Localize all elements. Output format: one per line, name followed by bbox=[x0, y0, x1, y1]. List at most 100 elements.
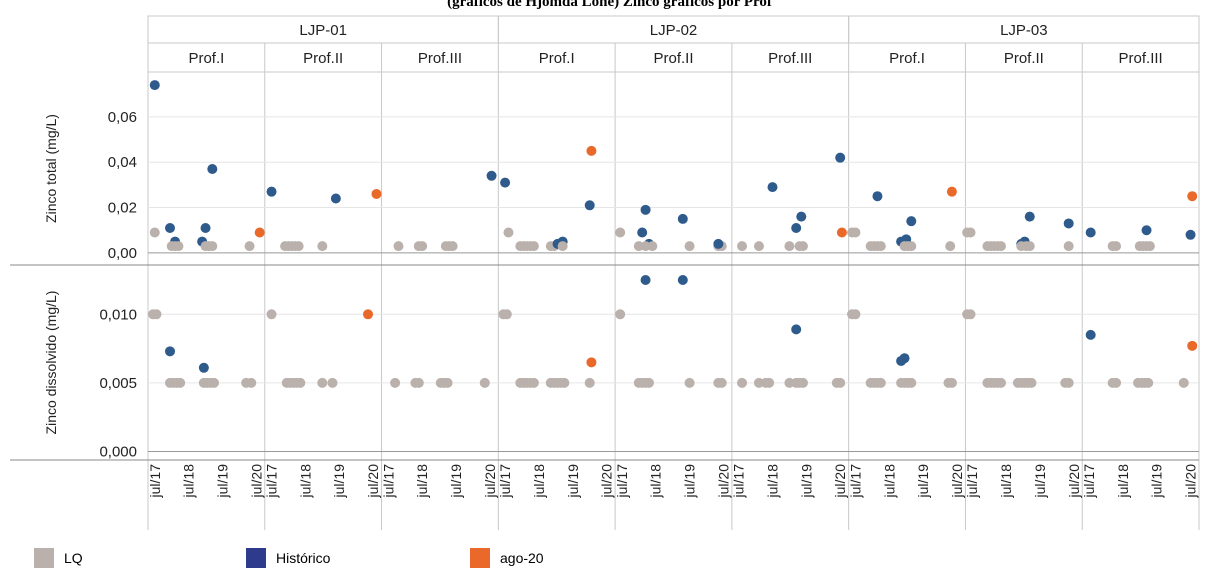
data-point-lq bbox=[393, 241, 404, 252]
data-point-lq bbox=[209, 377, 220, 388]
depth-header-label: Prof.II bbox=[303, 50, 343, 67]
data-point-historico bbox=[677, 213, 688, 224]
data-point-lq bbox=[835, 377, 846, 388]
y-tick-label: 0,010 bbox=[99, 306, 137, 323]
data-point-lq bbox=[615, 309, 626, 320]
x-tick-label: jul/17 bbox=[147, 464, 163, 499]
data-point-lq bbox=[559, 377, 570, 388]
x-tick-label: jul/20 bbox=[248, 464, 264, 499]
legend: LQ Histórico ago-20 bbox=[34, 548, 544, 568]
data-point-ago20 bbox=[371, 188, 382, 199]
data-point-lq bbox=[528, 241, 539, 252]
data-point-ago20 bbox=[1187, 191, 1198, 202]
data-point-lq bbox=[647, 241, 658, 252]
data-point-historico bbox=[640, 204, 651, 215]
x-tick-label: jul/20 bbox=[599, 464, 615, 499]
data-point-lq bbox=[764, 377, 775, 388]
x-tick-label: jul/17 bbox=[614, 464, 630, 499]
data-point-lq bbox=[207, 241, 218, 252]
y-tick-label: 0,04 bbox=[108, 154, 137, 171]
x-tick-label: jul/19 bbox=[798, 464, 814, 499]
data-point-lq bbox=[149, 227, 160, 238]
y-axis-label: Zinco dissolvido (mg/L) bbox=[43, 291, 59, 435]
data-point-lq bbox=[293, 241, 304, 252]
x-tick-label: jul/20 bbox=[949, 464, 965, 499]
data-point-lq bbox=[684, 241, 695, 252]
site-header-label: LJP-03 bbox=[1000, 22, 1048, 39]
x-tick-label: jul/19 bbox=[915, 464, 931, 499]
legend-item-historico: Histórico bbox=[246, 548, 470, 568]
depth-header-label: Prof.I bbox=[539, 50, 575, 67]
y-tick-label: 0,06 bbox=[108, 109, 137, 126]
data-point-historico bbox=[266, 186, 277, 197]
x-tick-label: jul/20 bbox=[1183, 464, 1199, 499]
data-point-lq bbox=[266, 309, 277, 320]
data-point-historico bbox=[198, 362, 209, 373]
y-axis-label: Zinco total (mg/L) bbox=[43, 114, 59, 223]
x-tick-label: jul/18 bbox=[881, 464, 897, 499]
data-point-lq bbox=[557, 241, 568, 252]
data-point-lq bbox=[965, 309, 976, 320]
site-header-box bbox=[848, 15, 1200, 44]
data-point-lq bbox=[797, 241, 808, 252]
x-tick-label: jul/19 bbox=[682, 464, 698, 499]
data-point-lq bbox=[417, 241, 428, 252]
data-point-ago20 bbox=[254, 227, 265, 238]
data-point-historico bbox=[796, 211, 807, 222]
y-tick-label: 0,005 bbox=[99, 375, 137, 392]
data-point-lq bbox=[244, 241, 255, 252]
data-point-lq bbox=[753, 241, 764, 252]
x-tick-label: jul/18 bbox=[1115, 464, 1131, 499]
legend-swatch-ago20 bbox=[470, 548, 490, 568]
data-point-lq bbox=[1143, 377, 1154, 388]
data-point-historico bbox=[149, 80, 160, 91]
data-point-lq bbox=[965, 227, 976, 238]
x-tick-label: jul/18 bbox=[998, 464, 1014, 499]
x-tick-label: jul/17 bbox=[497, 464, 513, 499]
data-point-lq bbox=[906, 377, 917, 388]
x-tick-label: jul/20 bbox=[715, 464, 731, 499]
data-point-lq bbox=[875, 241, 886, 252]
data-point-lq bbox=[1111, 241, 1122, 252]
data-point-historico bbox=[906, 216, 917, 227]
data-point-lq bbox=[1111, 377, 1122, 388]
data-point-historico bbox=[899, 353, 910, 364]
depth-header-label: Prof.III bbox=[1119, 50, 1163, 67]
y-tick-label: 0,00 bbox=[108, 245, 137, 262]
data-point-historico bbox=[1185, 229, 1196, 240]
depth-header-label: Prof.II bbox=[653, 50, 693, 67]
data-point-lq bbox=[1063, 377, 1074, 388]
data-point-lq bbox=[995, 377, 1006, 388]
data-point-lq bbox=[390, 377, 401, 388]
x-tick-label: jul/18 bbox=[297, 464, 313, 499]
legend-label-lq: LQ bbox=[64, 550, 83, 566]
data-point-lq bbox=[173, 241, 184, 252]
data-point-lq bbox=[946, 377, 957, 388]
data-point-historico bbox=[835, 152, 846, 163]
data-point-lq bbox=[175, 377, 186, 388]
data-point-ago20 bbox=[363, 309, 374, 320]
legend-item-ago20: ago-20 bbox=[470, 548, 544, 568]
x-tick-label: jul/19 bbox=[1149, 464, 1165, 499]
x-tick-label: jul/19 bbox=[214, 464, 230, 499]
data-point-historico bbox=[791, 222, 802, 233]
data-point-lq bbox=[447, 241, 458, 252]
site-header-label: LJP-01 bbox=[299, 22, 347, 39]
x-tick-label: jul/20 bbox=[832, 464, 848, 499]
data-point-lq bbox=[906, 241, 917, 252]
x-tick-label: jul/17 bbox=[964, 464, 980, 499]
data-point-lq bbox=[797, 377, 808, 388]
data-point-ago20 bbox=[586, 145, 597, 156]
data-point-historico bbox=[713, 238, 724, 249]
legend-label-historico: Histórico bbox=[276, 550, 331, 566]
data-point-lq bbox=[995, 241, 1006, 252]
data-point-lq bbox=[875, 377, 886, 388]
data-point-historico bbox=[330, 193, 341, 204]
data-point-lq bbox=[584, 377, 595, 388]
x-tick-label: jul/17 bbox=[380, 464, 396, 499]
data-point-historico bbox=[1063, 218, 1074, 229]
data-point-lq bbox=[945, 241, 956, 252]
x-tick-label: jul/19 bbox=[448, 464, 464, 499]
data-point-historico bbox=[767, 182, 778, 193]
data-point-lq bbox=[850, 227, 861, 238]
